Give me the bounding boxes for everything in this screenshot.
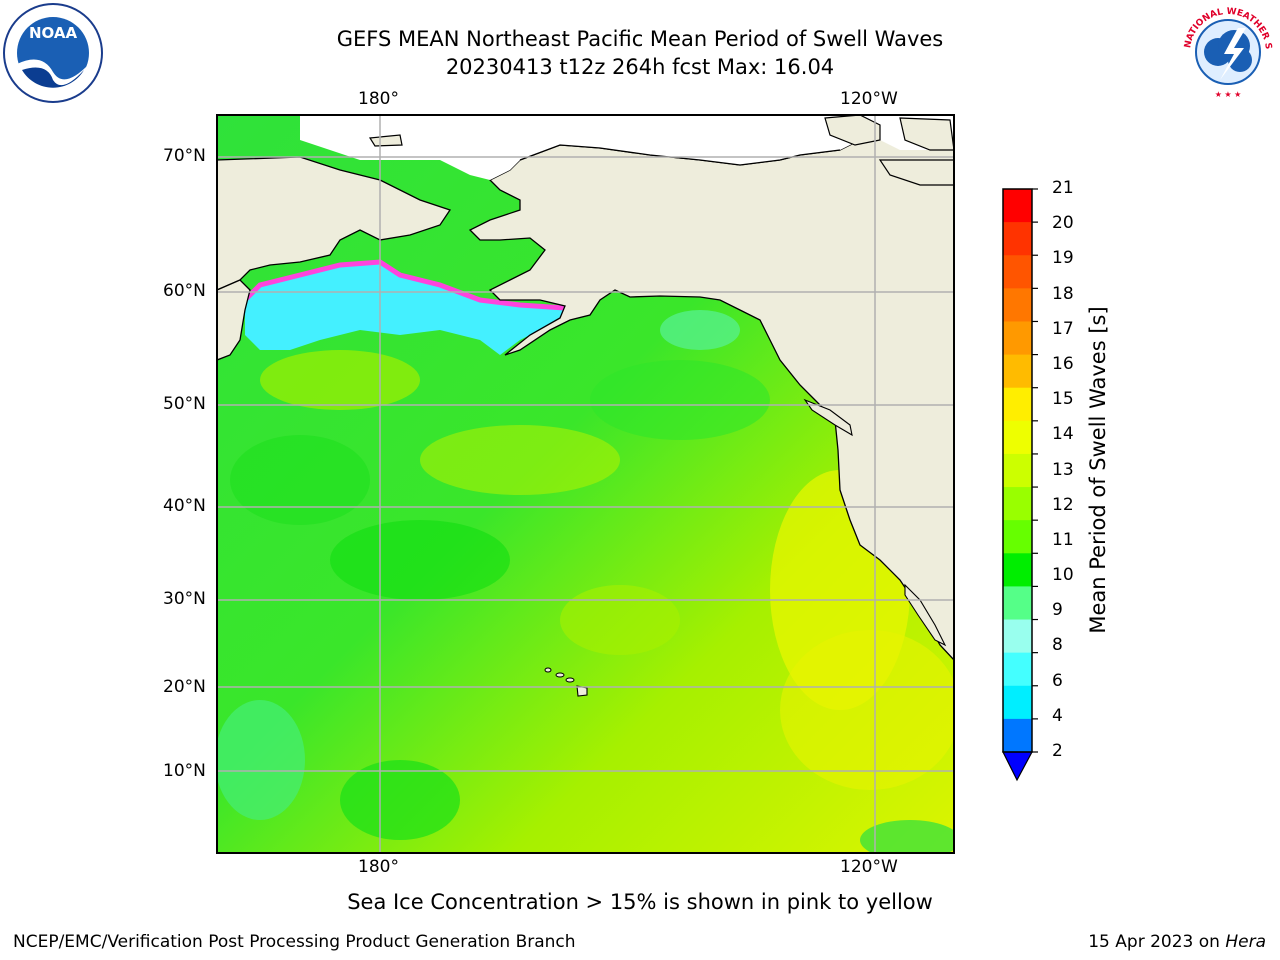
colorbar-tick-label: 17 (1052, 318, 1074, 339)
colorbar-segment (1003, 652, 1032, 687)
colorbar-segment (1003, 255, 1032, 289)
colorbar-segment (1003, 288, 1032, 322)
colorbar-segment (1003, 354, 1032, 389)
lon-label-top-120w: 120°W (840, 89, 898, 109)
colorbar-segment (1003, 453, 1032, 488)
gridlines (217, 115, 954, 853)
lat-label-30n: 30°N (163, 589, 206, 609)
colorbar-segment (1003, 718, 1032, 753)
colorbar (1003, 188, 1038, 753)
colorbar-segment (1003, 553, 1032, 587)
colorbar-tick-label: 4 (1052, 705, 1063, 726)
colorbar-tick-label: 11 (1052, 529, 1074, 550)
chart-title: GEFS MEAN Northeast Pacific Mean Period … (336, 27, 944, 51)
footer-date: 15 Apr 2023 on Hera (1088, 932, 1266, 952)
colorbar-tick-label: 8 (1052, 635, 1063, 656)
colorbar-segment (1003, 189, 1032, 223)
lon-label-bottom-120w: 120°W (840, 857, 898, 877)
map-area (217, 115, 954, 853)
lat-label-60n: 60°N (163, 281, 206, 301)
noaa-logo-text: NOAA (29, 24, 78, 42)
svg-text:★ ★ ★: ★ ★ ★ (1215, 90, 1242, 99)
lat-label-40n: 40°N (163, 496, 206, 516)
nws-logo-icon: NATIONAL WEATHER SERVICE ★ ★ ★ (1178, 2, 1275, 99)
colorbar-tick-label: 19 (1052, 248, 1074, 269)
colorbar-segment (1003, 619, 1032, 654)
lat-label-20n: 20°N (163, 677, 206, 697)
colorbar-tick-label: 9 (1052, 600, 1063, 621)
map-frame (216, 114, 955, 854)
lat-label-50n: 50°N (163, 394, 206, 414)
colorbar-tick-label: 12 (1052, 494, 1074, 515)
colorbar-tick-label: 6 (1052, 670, 1063, 691)
colorbar-tick-label: 14 (1052, 424, 1074, 445)
land-siberia (217, 156, 452, 291)
colorbar-segment (1003, 321, 1032, 356)
colorbar-tick-label: 15 (1052, 389, 1074, 410)
colorbar-segment (1003, 420, 1032, 455)
colorbar-tick-label: 10 (1052, 565, 1074, 586)
colorbar-tick-label: 20 (1052, 213, 1074, 234)
lon-label-bottom-180: 180° (358, 857, 399, 877)
lat-label-70n: 70°N (163, 146, 206, 166)
sea-ice-region (245, 262, 565, 355)
colorbar-segment (1003, 387, 1032, 422)
footer-machine: Hera (1225, 932, 1266, 952)
lat-label-10n: 10°N (163, 761, 206, 781)
chart-subtitle: 20230413 t12z 264h fcst Max: 16.04 (445, 55, 835, 79)
lon-label-top-180: 180° (358, 89, 399, 109)
colorbar-tick-label: 21 (1052, 178, 1074, 198)
colorbar-tick-label: 18 (1052, 283, 1074, 304)
sea-ice-note: Sea Ice Concentration > 15% is shown in … (347, 890, 933, 914)
colorbar-segment (1003, 586, 1032, 621)
colorbar-extend-arrow (1002, 751, 1034, 782)
colorbar-segment (1003, 685, 1032, 720)
colorbar-segment (1003, 222, 1032, 256)
colorbar-tick-label: 2 (1052, 741, 1063, 761)
colorbar-title: Mean Period of Swell Waves [s] (1086, 306, 1110, 634)
footer-date-text: 15 Apr 2023 on (1088, 932, 1226, 952)
colorbar-segment (1003, 487, 1032, 521)
footer-credit: NCEP/EMC/Verification Post Processing Pr… (13, 932, 576, 952)
colorbar-segment (1003, 520, 1032, 554)
noaa-logo-icon: NOAA (3, 3, 103, 103)
colorbar-tick-label: 13 (1052, 459, 1074, 480)
colorbar-tick-label: 16 (1052, 353, 1074, 374)
